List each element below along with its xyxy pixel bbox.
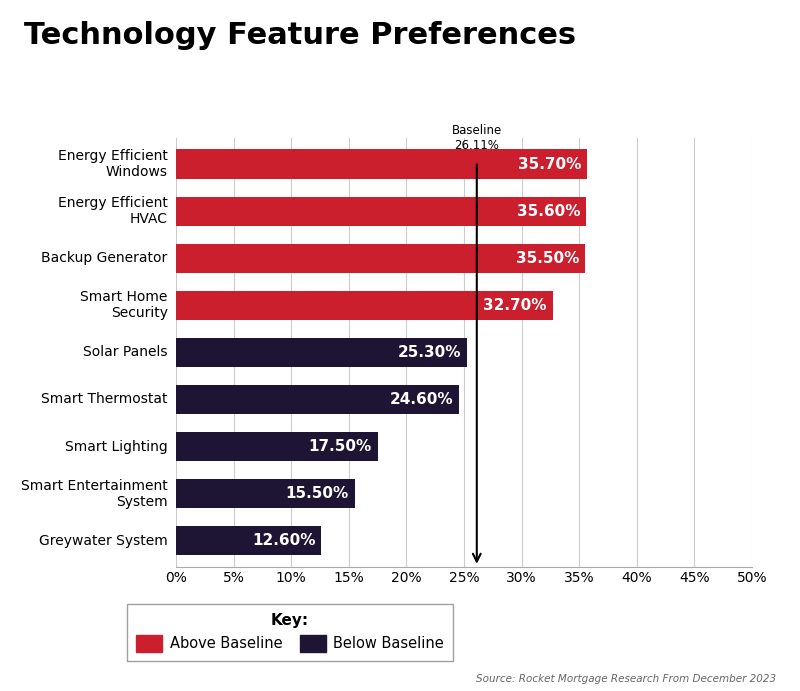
- Text: 35.50%: 35.50%: [516, 251, 579, 266]
- Bar: [176, 196, 586, 226]
- Bar: [176, 244, 585, 273]
- Text: 35.60%: 35.60%: [517, 204, 580, 218]
- Text: Source: Rocket Mortgage Research From December 2023: Source: Rocket Mortgage Research From De…: [476, 674, 776, 684]
- Text: 25.30%: 25.30%: [398, 345, 462, 360]
- Text: Baseline
26.11%: Baseline 26.11%: [452, 124, 502, 152]
- Bar: [176, 338, 467, 367]
- Bar: [176, 432, 378, 461]
- Text: 17.50%: 17.50%: [309, 439, 372, 454]
- Text: 15.50%: 15.50%: [286, 486, 349, 501]
- Bar: [176, 149, 587, 179]
- Bar: [176, 291, 553, 320]
- Bar: [176, 526, 321, 556]
- Text: 12.60%: 12.60%: [252, 533, 315, 548]
- Text: 35.70%: 35.70%: [518, 157, 582, 171]
- Text: 32.70%: 32.70%: [483, 298, 547, 313]
- Bar: [176, 479, 354, 509]
- Bar: [176, 385, 459, 414]
- Legend: Above Baseline, Below Baseline: Above Baseline, Below Baseline: [127, 604, 453, 661]
- Text: Technology Feature Preferences: Technology Feature Preferences: [24, 21, 576, 50]
- Text: 24.60%: 24.60%: [390, 392, 454, 407]
